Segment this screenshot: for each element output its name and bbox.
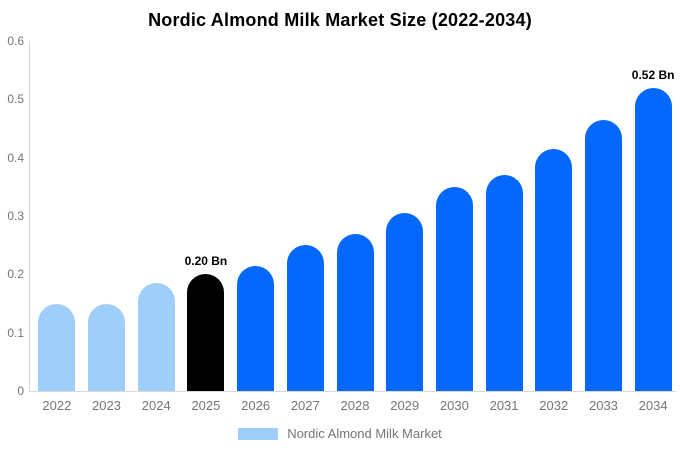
legend-swatch xyxy=(238,427,279,440)
x-axis-tick-label: 2024 xyxy=(141,398,171,413)
value-label-2025: 0.20 Bn xyxy=(184,254,228,269)
legend-label: Nordic Almond Milk Market xyxy=(287,426,442,441)
y-axis-tick-label: 0.5 xyxy=(7,92,24,107)
y-axis-tick-label: 0.2 xyxy=(7,267,24,282)
y-axis-line xyxy=(29,41,30,391)
x-axis-tick-label: 2033 xyxy=(588,398,618,413)
x-axis-tick-label: 2032 xyxy=(539,398,569,413)
y-axis-tick-label: 0 xyxy=(17,384,24,398)
bar-2029 xyxy=(386,213,424,391)
y-axis-tick-label: 0.1 xyxy=(7,325,24,340)
x-axis-tick-label: 2029 xyxy=(390,398,420,413)
chart-title: Nordic Almond Milk Market Size (2022-203… xyxy=(148,10,532,30)
bar-2032 xyxy=(535,148,573,391)
y-axis-tick-label: 0.4 xyxy=(7,150,24,165)
bar-2023 xyxy=(88,303,126,391)
bar-2025 xyxy=(187,274,225,391)
x-axis-tick-label: 2031 xyxy=(489,398,519,413)
x-axis-tick-label: 2027 xyxy=(290,398,320,413)
y-axis-tick-label: 0.6 xyxy=(7,34,24,48)
x-axis-tick-label: 2034 xyxy=(638,398,668,413)
legend: Nordic Almond Milk Market xyxy=(0,426,680,441)
x-axis-tick-label: 2022 xyxy=(42,398,72,413)
bar-2022 xyxy=(38,303,76,391)
bar-2033 xyxy=(584,119,622,391)
x-axis-tick-label: 2023 xyxy=(92,398,121,413)
x-axis-tick-label: 2025 xyxy=(191,398,221,413)
bar-2030 xyxy=(435,186,473,391)
bar-2024 xyxy=(137,283,175,391)
bar-2034 xyxy=(634,87,672,391)
x-axis-tick-label: 2026 xyxy=(241,398,271,413)
value-label-2034: 0.52 Bn xyxy=(631,67,675,82)
bar-2031 xyxy=(485,175,523,391)
bar-2028 xyxy=(336,233,374,391)
x-axis-line xyxy=(29,391,676,392)
x-axis-tick-label: 2028 xyxy=(340,398,370,413)
x-axis-tick-label: 2030 xyxy=(439,398,469,413)
y-axis-tick-label: 0.3 xyxy=(7,209,24,223)
bar-2027 xyxy=(286,245,324,391)
bar-2026 xyxy=(237,265,275,391)
